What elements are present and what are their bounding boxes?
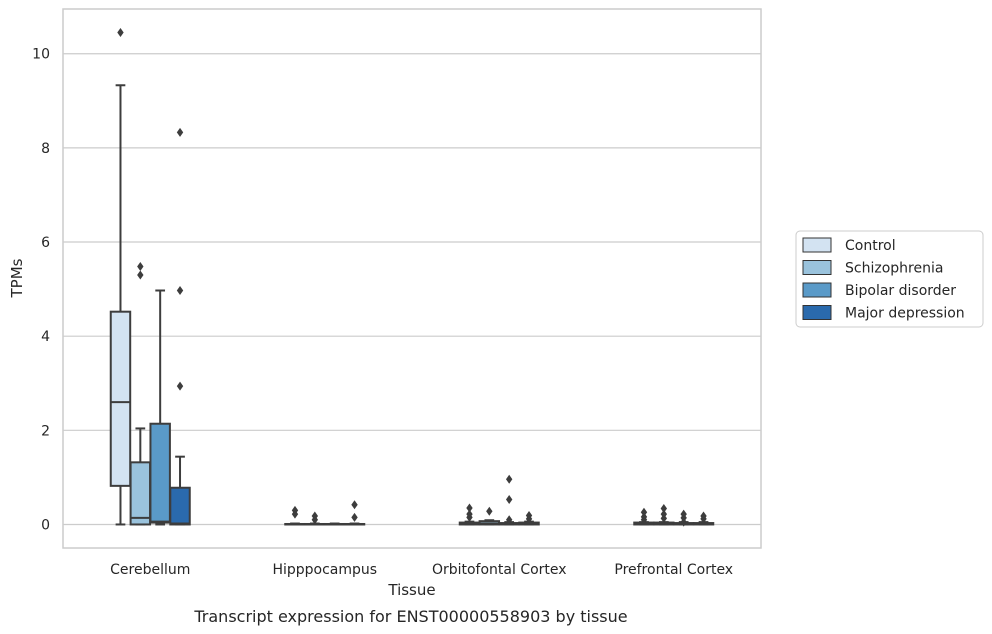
x-tick-label: Hipppocampus [272,562,377,578]
legend-frame [795,230,984,328]
box-0-1 [284,505,306,526]
outlier-point [525,511,533,521]
y-tick-label-4: 4 [41,329,50,345]
box-1-3 [653,503,675,526]
y-tick-label-2: 2 [41,423,50,439]
x-tick-labels: Cerebellum Hipppocampus Orbitofontal Corte… [110,562,733,578]
boxes-layer [109,28,715,527]
outlier-point [700,511,707,521]
outlier-point [351,500,358,510]
y-tick-label-0: 0 [41,517,50,533]
outlier-point [351,512,358,522]
box-2-2 [498,474,520,526]
outlier-point [505,474,513,484]
box-3-1 [343,500,366,526]
box-3-0 [169,127,191,526]
plot-frame [62,8,762,549]
box-0-3 [633,507,655,526]
outlier-point [137,270,144,280]
legend-swatch [802,260,832,275]
outlier-point [291,505,299,515]
x-tick-label: Cerebellum [110,562,190,578]
box-1-2 [478,506,501,526]
box-body [169,486,191,526]
outlier-point [311,511,319,521]
outlier-point [466,503,473,513]
y-tick-labels: 0 2 4 6 8 10 [32,47,50,534]
x-tick-label: Prefrontal Cortex [614,562,733,578]
legend-items: Control Schizophrenia Bipolar disorder Majo… [802,237,965,322]
box-3-2 [518,511,540,526]
x-axis-label: Tissue [387,581,435,599]
y-tick-label-8: 8 [41,141,50,157]
outlier-point [640,512,648,522]
legend-swatch [802,282,832,298]
box-1-1 [304,511,326,526]
box-body [129,461,152,526]
legend-swatch [802,305,832,320]
box-2-3 [672,509,695,527]
outlier-point [176,286,184,296]
legend-label: Schizophrenia [845,261,943,277]
outlier-point [680,509,687,519]
y-tick-label-6: 6 [41,235,50,251]
outlier-point [640,507,648,517]
box-body [149,422,171,524]
box-1-0 [129,261,152,526]
legend-swatch [802,237,832,253]
box-0-2 [458,503,481,526]
y-axis-label: TPMs [8,258,26,298]
box-2-0 [149,289,171,526]
outlier-point [176,127,184,137]
box-3-3 [692,511,715,526]
outlier-point [137,261,144,271]
box-2-1 [323,522,346,526]
outlier-point [486,506,493,516]
outlier-point [466,509,473,519]
outlier-point [660,503,668,513]
outlier-point [117,28,124,38]
chart-caption: Transcript expression for ENST0000055890… [193,607,627,626]
x-tick-label: Orbitofontal Cortex [432,562,567,578]
outlier-point [505,495,513,505]
outlier-point [505,515,513,525]
legend-label: Control [845,238,896,254]
outlier-point [660,509,668,519]
legend-label: Bipolar disorder [845,283,956,299]
legend: Control Schizophrenia Bipolar disorder Majo… [795,230,984,328]
y-tick-label-10: 10 [32,47,50,63]
legend-label: Major depression [845,306,965,322]
outlier-point [176,381,184,391]
box-0-0 [109,28,132,526]
box-body [109,310,132,487]
